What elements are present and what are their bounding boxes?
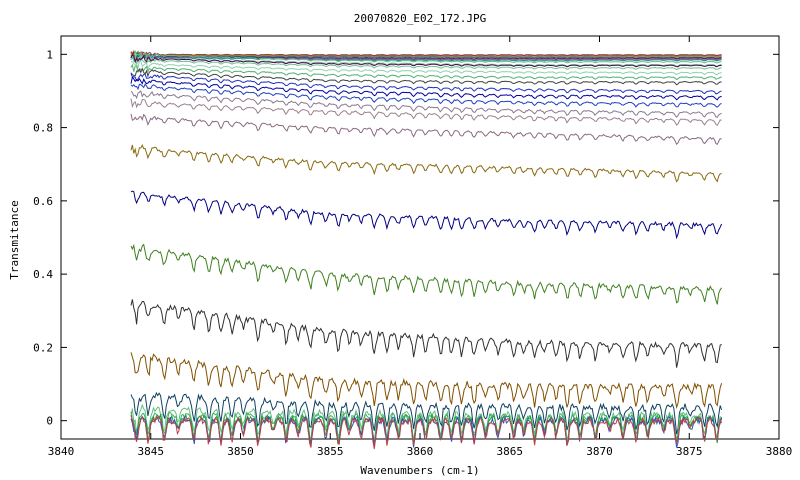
series-line-16 xyxy=(130,72,722,95)
series-line-14 xyxy=(130,63,722,80)
series-line-26 xyxy=(130,352,723,410)
series-line-17 xyxy=(130,76,722,101)
y-tick-label: 0.8 xyxy=(33,122,53,135)
series-line-25 xyxy=(130,299,722,368)
x-tick-label: 3875 xyxy=(676,445,703,458)
series-line-20 xyxy=(130,98,722,127)
series-line-4 xyxy=(130,51,722,59)
y-tick-label: 0.4 xyxy=(33,268,53,281)
y-tick-label: 0 xyxy=(46,415,53,428)
series-line-22 xyxy=(130,144,722,183)
x-tick-label: 3880 xyxy=(766,445,793,458)
y-tick-label: 0.6 xyxy=(33,195,53,208)
x-tick-label: 3855 xyxy=(317,445,344,458)
series-line-24 xyxy=(130,243,723,305)
series-line-11 xyxy=(130,55,722,71)
y-tick-label: 0.2 xyxy=(33,341,53,354)
chart-title: 20070820_E02_172.JPG xyxy=(354,12,486,25)
x-tick-label: 3865 xyxy=(497,445,524,458)
x-axis-ticks: 3840 3845 3850 3855 3860 3865 3870 3875 3880 xyxy=(48,36,793,458)
x-tick-label: 3845 xyxy=(138,445,165,458)
x-tick-label: 3870 xyxy=(586,445,613,458)
series-line-9 xyxy=(130,49,722,64)
plot-frame xyxy=(60,35,780,440)
series-line-2 xyxy=(130,49,722,58)
series-group xyxy=(130,49,723,450)
x-tick-label: 3850 xyxy=(227,445,254,458)
series-line-8 xyxy=(130,53,722,64)
series-line-19 xyxy=(130,90,722,118)
series-line-32 xyxy=(130,415,723,450)
series-line-23 xyxy=(130,190,723,240)
y-axis-label: Transmitance xyxy=(8,200,21,279)
x-axis-label: Wavenumbers (cm-1) xyxy=(360,464,479,477)
series-line-12 xyxy=(130,53,722,68)
x-tick-label: 3840 xyxy=(48,445,75,458)
series-line-18 xyxy=(130,83,722,108)
x-tick-label: 3860 xyxy=(407,445,434,458)
series-line-13 xyxy=(130,60,722,76)
series-line-5 xyxy=(130,53,722,61)
y-axis-ticks: 0 0.2 0.4 0.6 0.8 1 xyxy=(33,48,779,428)
y-tick-label: 1 xyxy=(46,48,53,61)
series-line-15 xyxy=(130,67,722,86)
series-line-27 xyxy=(130,391,723,435)
series-line-21 xyxy=(130,113,722,146)
